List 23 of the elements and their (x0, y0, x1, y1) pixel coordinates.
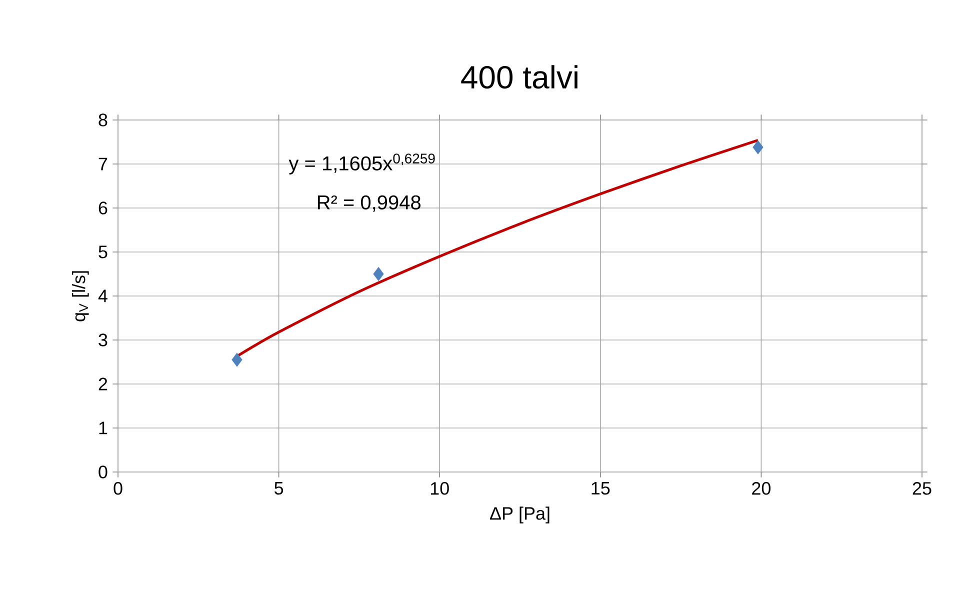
y-axis-title: q$_{V}$ [l/s] (72, 271, 89, 322)
y-tick-label: 1 (99, 422, 108, 434)
x-tick-label: 25 (912, 482, 932, 495)
x-tick-label: 5 (274, 482, 284, 495)
y-tick-label: 3 (98, 334, 108, 346)
y-tick-label: 5 (98, 246, 108, 258)
chart-title: 400 talvi (461, 65, 578, 89)
x-tick-label: 0 (114, 482, 122, 495)
y-tick-label: 4 (98, 290, 108, 302)
point (232, 352, 242, 367)
y-tick-label: 8 (98, 114, 108, 126)
y-tick-label: 6 (98, 202, 108, 214)
y-tick-label: 7 (98, 158, 108, 170)
y-tick-label: 0 (98, 466, 108, 478)
point (752, 140, 764, 154)
x-axis-title: ΔP [Pa] (490, 506, 550, 524)
annotation: y = 1,1605x$^{0,6259}$ (288, 154, 435, 174)
y-tick-label: 2 (98, 378, 108, 390)
x-tick-label: 20 (752, 482, 770, 495)
x-tick-label: 10 (430, 482, 449, 495)
annotation: R² = 0,9948 (318, 195, 420, 212)
point (373, 267, 384, 281)
x-tick-label: 15 (592, 482, 610, 495)
